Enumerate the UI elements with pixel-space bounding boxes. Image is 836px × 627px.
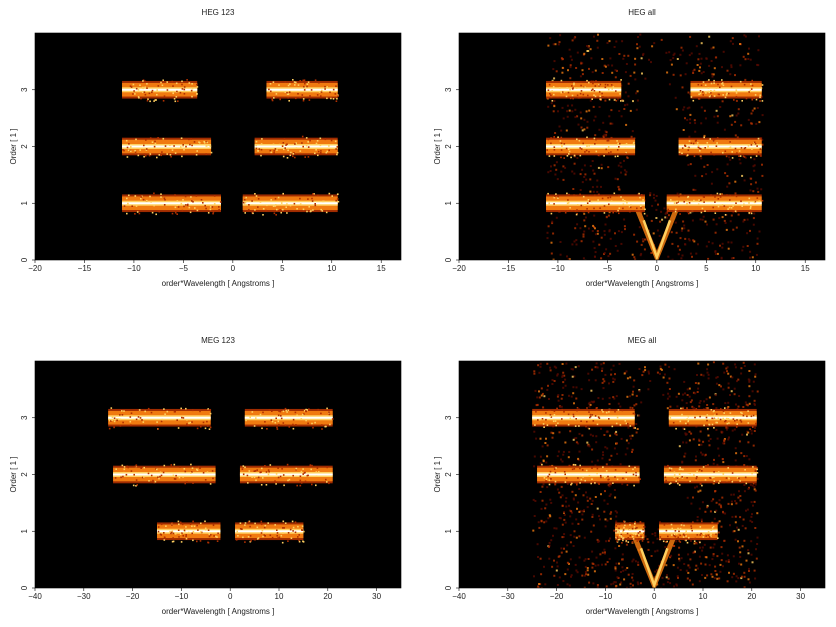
order-3-stripe: [690, 79, 764, 102]
y-tick-label: 3: [444, 415, 453, 420]
panel-3: MEG 123 −40 −30 −20 −10 0 10 20 30 0 1 2 3 order*Wave…: [9, 336, 402, 616]
order-1-stripe: [122, 192, 222, 216]
x-axis-label: order*Wavelength [ Angstroms ]: [162, 279, 275, 288]
y-tick-label: 2: [20, 472, 29, 477]
x-axis-label: order*Wavelength [ Angstroms ]: [586, 279, 699, 288]
order-3-stripe: [532, 407, 636, 430]
x-tick-label: 15: [377, 264, 386, 273]
x-tick-label: 20: [323, 592, 332, 601]
y-tick-label: 2: [20, 144, 29, 149]
order-2-stripe: [663, 464, 759, 487]
order-3-stripe: [546, 79, 622, 102]
x-tick-label: 5: [280, 264, 285, 273]
y-axis-label: Order [ 1 ]: [9, 128, 18, 164]
y-axis-label: Order [ 1 ]: [433, 128, 442, 164]
x-tick-label: −10: [127, 264, 141, 273]
order-1-stripe: [659, 520, 719, 544]
x-tick-label: 5: [704, 264, 709, 273]
order-1-stripe: [157, 520, 221, 544]
x-tick-label: 10: [699, 592, 708, 601]
x-tick-label: −20: [452, 264, 466, 273]
heatmap-image: [532, 361, 759, 588]
x-tick-label: 0: [655, 264, 660, 273]
x-tick-label: −5: [179, 264, 189, 273]
order-2-stripe: [113, 463, 216, 487]
order-1-stripe: [615, 520, 645, 544]
order-3-stripe: [108, 407, 212, 430]
y-tick-label: 0: [20, 257, 29, 262]
panel-title: HEG all: [628, 8, 656, 17]
y-tick-label: 3: [20, 87, 29, 92]
order-2-stripe: [254, 135, 339, 159]
order-2-stripe: [122, 137, 213, 159]
plot-area: [35, 361, 401, 588]
panel-title: HEG 123: [202, 8, 235, 17]
x-tick-label: −5: [603, 264, 613, 273]
heatmap-image: [546, 33, 764, 260]
order-2-stripe: [239, 463, 333, 487]
x-tick-label: −20: [550, 592, 564, 601]
x-tick-label: 30: [796, 592, 805, 601]
x-tick-label: −10: [175, 592, 189, 601]
y-tick-label: 2: [444, 144, 453, 149]
y-tick-label: 1: [444, 200, 453, 205]
order-2-stripe: [678, 136, 762, 159]
order-1-stripe: [666, 192, 764, 216]
x-tick-label: 10: [327, 264, 336, 273]
order-2-stripe: [546, 136, 636, 159]
x-tick-label: 10: [275, 592, 284, 601]
plot-area: [35, 33, 401, 260]
heatmap-image: [108, 407, 334, 544]
x-axis-label: order*Wavelength [ Angstroms ]: [162, 607, 275, 616]
order-2-stripe: [537, 463, 641, 487]
y-tick-label: 2: [444, 472, 453, 477]
x-tick-label: 10: [751, 264, 760, 273]
x-tick-label: −30: [501, 592, 515, 601]
x-tick-label: −10: [551, 264, 565, 273]
x-axis-label: order*Wavelength [ Angstroms ]: [586, 607, 699, 616]
x-tick-label: −20: [28, 264, 42, 273]
panel-title: MEG 123: [201, 336, 235, 345]
x-tick-label: −30: [77, 592, 91, 601]
x-tick-label: 0: [652, 592, 657, 601]
panel-4: MEG all −40 −30 −20 −10 0 10 20 30 0 1 2 3 order*Wave…: [433, 336, 826, 616]
x-tick-label: −40: [452, 592, 466, 601]
x-tick-label: 0: [231, 264, 236, 273]
y-tick-label: 1: [444, 528, 453, 533]
x-tick-label: −20: [126, 592, 140, 601]
zeroth-order-source: [629, 530, 679, 588]
panel-2: HEG all −20 −15 −10 −5 0 5 10 15 0 1 2 3 order*Wavele…: [433, 8, 826, 288]
heatmap-image: [122, 79, 340, 216]
x-tick-label: 15: [801, 264, 810, 273]
x-tick-label: 30: [372, 592, 381, 601]
y-tick-label: 0: [444, 257, 453, 262]
y-tick-label: 1: [20, 528, 29, 533]
order-1-stripe: [235, 520, 305, 544]
y-axis-label: Order [ 1 ]: [9, 456, 18, 492]
y-tick-label: 3: [20, 415, 29, 420]
y-tick-label: 0: [444, 585, 453, 590]
order-3-stripe: [122, 79, 199, 103]
order-3-stripe: [244, 407, 334, 430]
y-tick-label: 3: [444, 87, 453, 92]
panel-1: HEG 123 −20 −15 −10 −5 0 5 10 15 0 1 2 3 order*Wavele…: [9, 8, 402, 288]
x-tick-label: −15: [78, 264, 92, 273]
x-tick-label: −40: [28, 592, 42, 601]
x-tick-label: −15: [502, 264, 516, 273]
y-tick-label: 0: [20, 585, 29, 590]
x-tick-label: 0: [228, 592, 233, 601]
y-tick-label: 1: [20, 200, 29, 205]
x-tick-label: 20: [747, 592, 756, 601]
order-1-stripe: [242, 192, 340, 216]
order-3-stripe: [266, 79, 339, 102]
panel-title: MEG all: [628, 336, 657, 345]
zeroth-order-source: [632, 202, 682, 260]
x-tick-label: −10: [599, 592, 613, 601]
order-1-stripe: [546, 192, 646, 216]
y-axis-label: Order [ 1 ]: [433, 456, 442, 492]
order-3-stripe: [668, 407, 757, 430]
